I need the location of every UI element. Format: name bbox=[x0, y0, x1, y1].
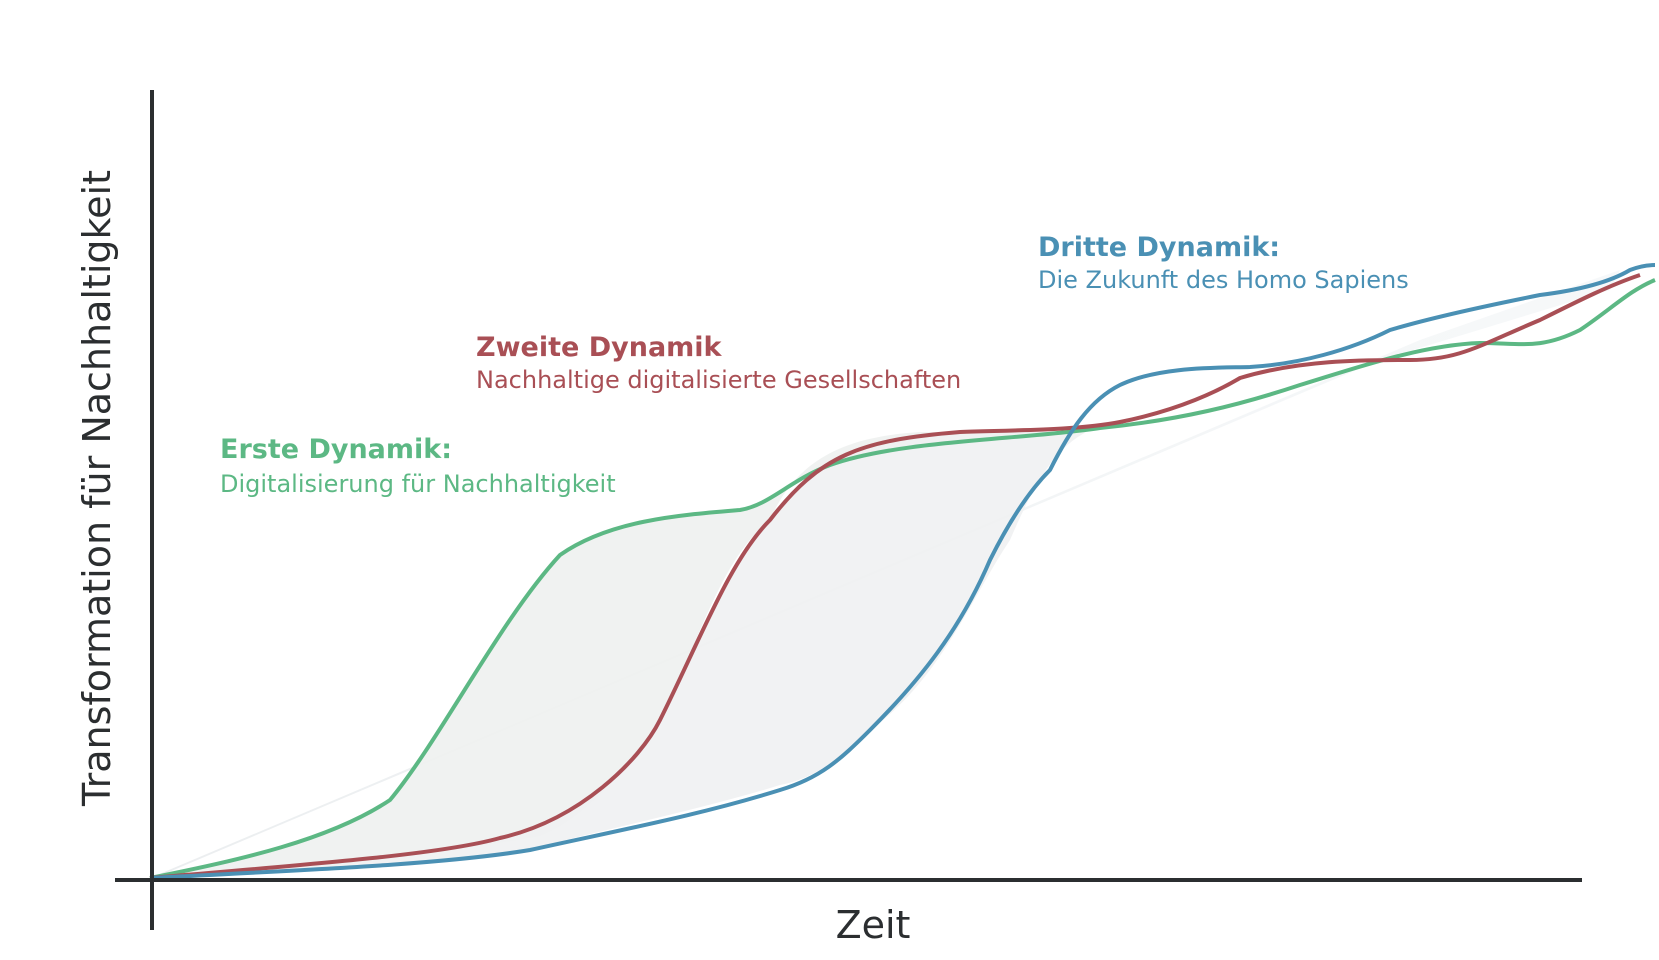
first-dynamic-subtitle: Digitalisierung für Nachhaltigkeit bbox=[220, 470, 616, 498]
curve-second-dynamic bbox=[149, 273, 1641, 880]
trend-band bbox=[150, 270, 1620, 880]
second-dynamic-subtitle: Nachhaltige digitalisierte Gesellschafte… bbox=[476, 366, 961, 394]
x-axis-label: Zeit bbox=[836, 903, 911, 947]
third-dynamic-title: Dritte Dynamik: bbox=[1038, 232, 1280, 263]
y-axis-label: Transformation für Nachhaltigkeit bbox=[75, 170, 119, 807]
red-area bbox=[150, 430, 1090, 878]
curve-first-dynamic bbox=[149, 278, 1656, 880]
third-dynamic-subtitle: Die Zukunft des Homo Sapiens bbox=[1038, 266, 1409, 294]
green-area bbox=[150, 425, 1100, 878]
second-dynamic-title: Zweite Dynamik bbox=[476, 332, 723, 363]
first-dynamic-title: Erste Dynamik: bbox=[220, 434, 452, 465]
curve-third-dynamic bbox=[149, 263, 1656, 880]
